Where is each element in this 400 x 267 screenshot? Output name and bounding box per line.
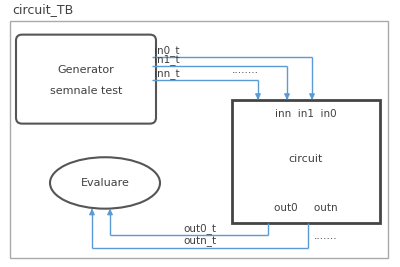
Text: Evaluare: Evaluare — [80, 178, 130, 188]
Text: ........: ........ — [232, 65, 259, 75]
Text: circuit: circuit — [289, 154, 323, 164]
Text: .......: ....... — [314, 231, 338, 241]
Text: out0     outn: out0 outn — [274, 203, 338, 213]
Text: in0_t: in0_t — [154, 45, 180, 56]
Text: inn_t: inn_t — [154, 68, 180, 79]
Text: inn  in1  in0: inn in1 in0 — [275, 109, 337, 119]
Text: out0_t: out0_t — [183, 223, 216, 234]
Text: in1_t: in1_t — [154, 54, 180, 65]
Text: outn_t: outn_t — [183, 237, 216, 247]
FancyBboxPatch shape — [16, 35, 156, 124]
Bar — [10, 21, 388, 258]
Bar — [232, 100, 380, 223]
Ellipse shape — [50, 157, 160, 209]
Text: circuit_TB: circuit_TB — [12, 3, 73, 16]
Text: Generator: Generator — [58, 65, 114, 75]
Text: semnale test: semnale test — [50, 86, 122, 96]
